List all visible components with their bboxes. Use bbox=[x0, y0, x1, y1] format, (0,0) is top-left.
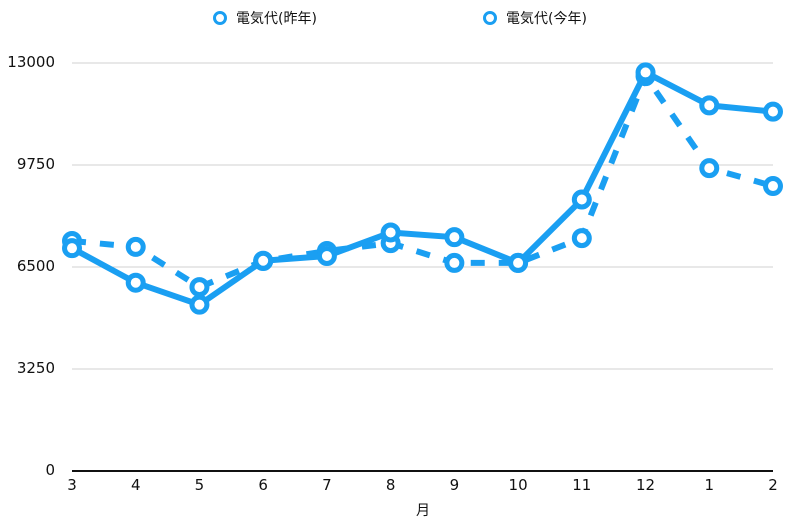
data-point-marker[interactable] bbox=[699, 158, 720, 179]
data-point-marker[interactable] bbox=[189, 277, 210, 298]
y-tick-label: 9750 bbox=[16, 155, 55, 173]
x-tick-label: 4 bbox=[130, 476, 141, 494]
data-point-marker[interactable] bbox=[125, 272, 146, 293]
x-tick-label: 3 bbox=[67, 476, 77, 494]
data-point-marker[interactable] bbox=[316, 246, 337, 267]
x-tick-label: 2 bbox=[768, 476, 778, 494]
data-point-marker[interactable] bbox=[699, 95, 720, 116]
data-point-marker[interactable] bbox=[508, 252, 529, 273]
y-tick-label: 0 bbox=[45, 461, 55, 479]
x-tick-label: 8 bbox=[385, 476, 396, 494]
data-point-marker[interactable] bbox=[189, 294, 210, 315]
data-point-marker[interactable] bbox=[444, 227, 465, 248]
y-tick-label: 13000 bbox=[7, 53, 55, 71]
y-tick-label: 6500 bbox=[16, 257, 55, 275]
legend-label: 電気代(昨年) bbox=[236, 11, 317, 27]
data-point-marker[interactable] bbox=[253, 250, 274, 271]
series-line bbox=[71, 73, 774, 291]
legend-marker-icon bbox=[213, 11, 227, 25]
legend: 電気代(昨年) 電気代(今年) bbox=[0, 8, 800, 32]
y-tick-label: 3250 bbox=[16, 359, 55, 377]
data-point-marker[interactable] bbox=[635, 62, 656, 83]
data-point-marker[interactable] bbox=[571, 189, 592, 210]
x-tick-label: 11 bbox=[572, 476, 592, 494]
series-this-year bbox=[62, 66, 783, 298]
data-point-marker[interactable] bbox=[763, 101, 783, 122]
x-tick-label: 5 bbox=[194, 476, 205, 494]
x-tick-label: 6 bbox=[258, 476, 268, 494]
data-point-marker[interactable] bbox=[125, 236, 146, 257]
legend-label: 電気代(今年) bbox=[506, 11, 587, 27]
data-point-marker[interactable] bbox=[571, 228, 592, 249]
x-tick-label: 12 bbox=[635, 476, 656, 494]
data-point-marker[interactable] bbox=[763, 176, 783, 197]
series-last-year bbox=[62, 62, 783, 315]
series-line bbox=[70, 69, 774, 308]
legend-marker-icon bbox=[483, 11, 497, 25]
legend-item-last-year[interactable]: 電気代(昨年) bbox=[213, 8, 317, 28]
x-axis-title: 月 bbox=[416, 503, 430, 519]
data-point-marker[interactable] bbox=[62, 238, 82, 259]
x-tick-label: 9 bbox=[449, 476, 460, 494]
data-point-marker[interactable] bbox=[380, 222, 401, 243]
x-tick-label: 10 bbox=[508, 476, 528, 494]
x-tick-label: 1 bbox=[704, 476, 715, 494]
data-point-marker[interactable] bbox=[444, 252, 465, 273]
legend-item-this-year[interactable]: 電気代(今年) bbox=[483, 8, 587, 28]
x-tick-label: 7 bbox=[322, 476, 332, 494]
